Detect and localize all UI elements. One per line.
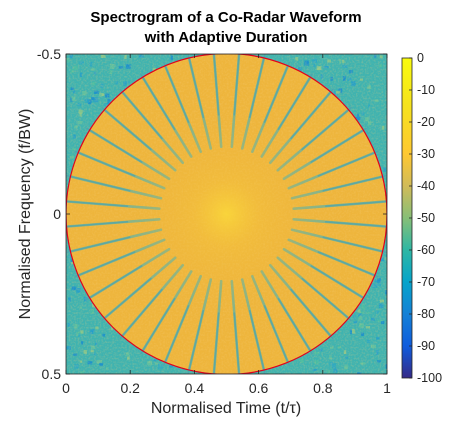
colorbar-tick-label: -20 [417,115,435,129]
colorbar-tick-label: -70 [417,275,435,289]
speckle-cell [128,373,131,374]
radial-gap-core [66,200,129,207]
radial-gap-core [322,236,387,254]
radial-gap-core [140,73,176,130]
radial-gap-core [290,88,334,140]
x-tick-label: 0.6 [249,380,269,396]
radial-gap-core [248,309,266,374]
x-tick-label: 0.2 [120,380,140,396]
radial-gap-core [163,61,190,123]
radial-gap-core [66,221,129,228]
radial-gap-core [74,150,136,177]
radial-gap-core [290,288,334,340]
colorbar-ticks: 0 -10 -20 -30 -40 -50 -60 -70 -80 -90 -100 [409,51,442,385]
colorbar-tick-label: -40 [417,179,435,193]
radial-gap-core [310,127,367,163]
radial-gap-core [119,88,163,140]
colorbar-tick-label: -100 [417,371,442,385]
colorbar-tick-label: -10 [417,83,435,97]
radial-gap-core [277,73,313,130]
radial-gap-core [187,309,205,374]
chart-title-line-1: Spectrogram of a Co-Radar Waveform [90,9,361,26]
radial-gap-core [317,251,379,278]
colorbar: 0 -10 -20 -30 -40 -50 -60 -70 -80 -90 -100 [401,51,442,385]
x-tick-label: 0.8 [313,380,333,396]
radial-gap-core [66,236,131,254]
x-tick-label: 0.4 [185,380,205,396]
y-axis-ticks: -0.5 0 0.5 [37,46,387,382]
radial-gap-core [213,54,220,116]
radial-gap-core [140,298,176,355]
radial-gap-core [324,200,387,207]
radial-gap-core [248,54,266,119]
center-glow [131,119,322,309]
radial-gap-core [263,61,290,123]
radial-gap-core [163,305,190,367]
radial-gap-core [233,312,240,374]
x-axis-ticks: 0 0.2 0.4 0.6 0.8 1 [62,54,391,396]
colorbar-tick-label: -30 [417,147,435,161]
colorbar-tick-label: -90 [417,339,435,353]
radial-gap-core [301,277,352,322]
colorbar-tick-label: -50 [417,211,435,225]
radial-gap-core [263,305,290,367]
radial-gap-core [310,265,367,301]
radial-gap-core [101,277,152,322]
radial-gap-core [277,298,313,355]
radial-gap-core [74,251,136,278]
radial-gap-core [66,174,131,192]
y-axis-label: Normalised Frequency (f/BW) [17,109,34,320]
radial-gap-core [86,127,143,163]
radial-gap-core [233,54,240,116]
radial-gap-core [301,106,352,151]
x-tick-label: 0 [62,380,70,396]
radial-gap-core [187,54,205,119]
chart-title-line-2: with Adaptive Duration [144,29,308,46]
radial-gap-core [101,106,152,151]
plot-area [66,54,387,374]
x-tick-label: 1 [383,380,391,396]
y-tick-label: 0 [53,206,61,222]
colorbar-tick-label: 0 [417,51,424,65]
x-axis-label: Normalised Time (t/τ) [151,400,301,417]
radial-gap-core [317,150,379,177]
radial-gap-core [119,288,163,340]
colorbar-tick-label: -80 [417,307,435,321]
colorbar-tick-label: -60 [417,243,435,257]
colorbar-gradient [402,58,412,378]
radial-gap-core [324,221,387,228]
radial-gap-core [86,265,143,301]
radial-gap-core [213,312,220,374]
radial-gap-core [322,174,387,192]
y-tick-label: 0.5 [42,366,62,382]
y-tick-label: -0.5 [37,46,61,62]
